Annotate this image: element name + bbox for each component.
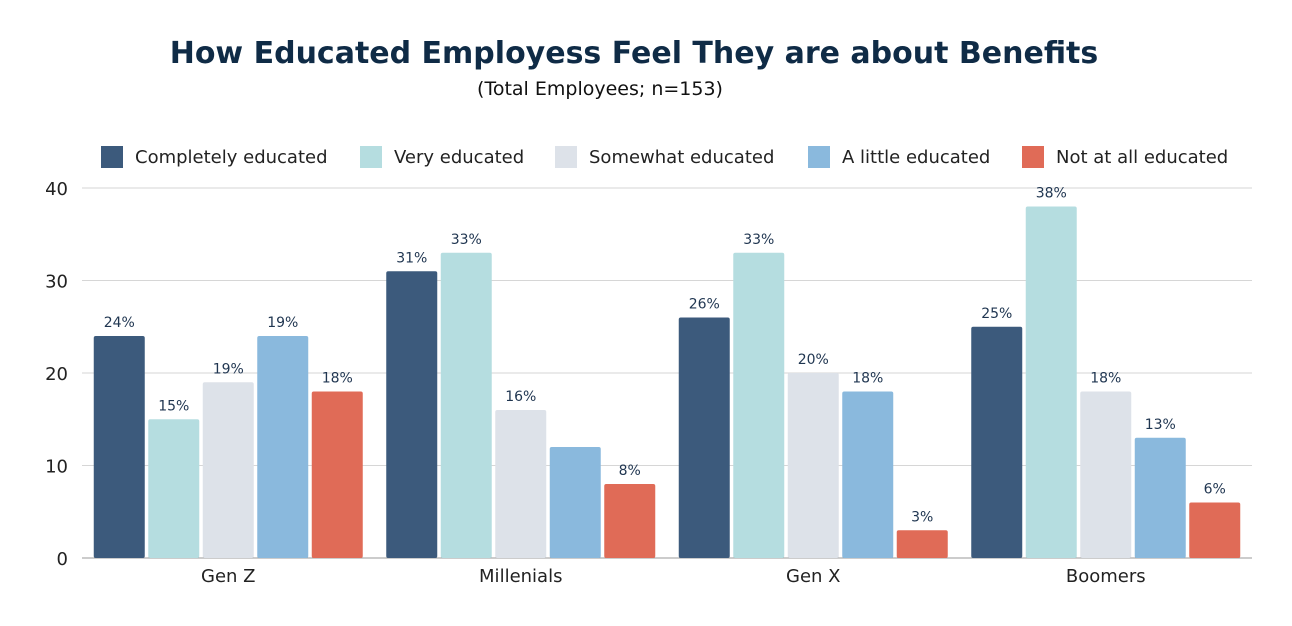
x-tick-label: Gen Z <box>201 566 255 587</box>
chart-title: How Educated Employess Feel They are abo… <box>170 36 1099 71</box>
bar <box>896 530 948 558</box>
x-tick-label: Gen X <box>786 566 840 587</box>
bar <box>1134 437 1186 558</box>
legend-swatch <box>101 146 123 168</box>
y-tick-label: 30 <box>45 272 68 293</box>
bar <box>678 317 730 558</box>
bar <box>971 326 1023 558</box>
legend-swatch <box>555 146 577 168</box>
bar <box>1189 502 1241 558</box>
y-tick-label: 40 <box>45 179 68 200</box>
data-label: 19% <box>267 315 298 331</box>
bar <box>440 252 492 558</box>
data-label: 31% <box>396 250 427 266</box>
bar <box>386 271 438 558</box>
legend-label: Completely educated <box>135 147 328 168</box>
bar <box>202 382 254 558</box>
bar <box>257 336 309 558</box>
data-label: 24% <box>104 315 135 331</box>
bar <box>311 391 363 558</box>
data-label: 18% <box>852 371 883 387</box>
bars <box>93 206 1241 558</box>
x-tick-label: Millenials <box>479 566 562 587</box>
y-tick-label: 20 <box>45 364 68 385</box>
bar <box>733 252 785 558</box>
data-label: 3% <box>911 509 933 525</box>
legend-label: A little educated <box>842 147 990 168</box>
data-label: 25% <box>981 306 1012 322</box>
legend-label: Not at all educated <box>1056 147 1228 168</box>
y-axis: 0 10 20 30 40 <box>45 179 68 570</box>
bar <box>93 336 145 558</box>
y-tick-label: 0 <box>57 549 68 570</box>
legend-swatch <box>1022 146 1044 168</box>
data-label: 15% <box>158 398 189 414</box>
data-label: 18% <box>1090 371 1121 387</box>
chart-subtitle: (Total Employees; n=153) <box>477 78 723 100</box>
data-label: 33% <box>451 232 482 248</box>
data-label: 6% <box>1204 482 1226 498</box>
legend-label: Somewhat educated <box>589 147 774 168</box>
legend-swatch <box>808 146 830 168</box>
data-label: 18% <box>322 371 353 387</box>
data-label: 26% <box>689 297 720 313</box>
data-label: 13% <box>1145 417 1176 433</box>
bar <box>148 419 200 558</box>
bar <box>549 447 601 558</box>
bar <box>1080 391 1132 558</box>
data-label: 16% <box>505 389 536 405</box>
x-axis: Gen Z Millenials Gen X Boomers <box>201 566 1146 587</box>
data-label: 38% <box>1036 186 1067 202</box>
x-tick-label: Boomers <box>1066 566 1146 587</box>
legend: Completely educated Very educated Somewhat… <box>101 146 1228 168</box>
bar <box>1025 206 1077 558</box>
legend-label: Very educated <box>394 147 524 168</box>
bar <box>842 391 894 558</box>
y-tick-label: 10 <box>45 457 68 478</box>
bar <box>604 484 656 558</box>
bar <box>787 373 839 558</box>
legend-swatch <box>360 146 382 168</box>
bar <box>495 410 547 558</box>
data-label: 19% <box>213 361 244 377</box>
data-labels: 24% 15% 19% 19% 18% 31% 33% 16% 8% 26% 33% 20% 18% 3%… <box>104 186 1226 526</box>
data-label: 8% <box>619 463 641 479</box>
data-label: 20% <box>798 352 829 368</box>
data-label: 33% <box>743 232 774 248</box>
